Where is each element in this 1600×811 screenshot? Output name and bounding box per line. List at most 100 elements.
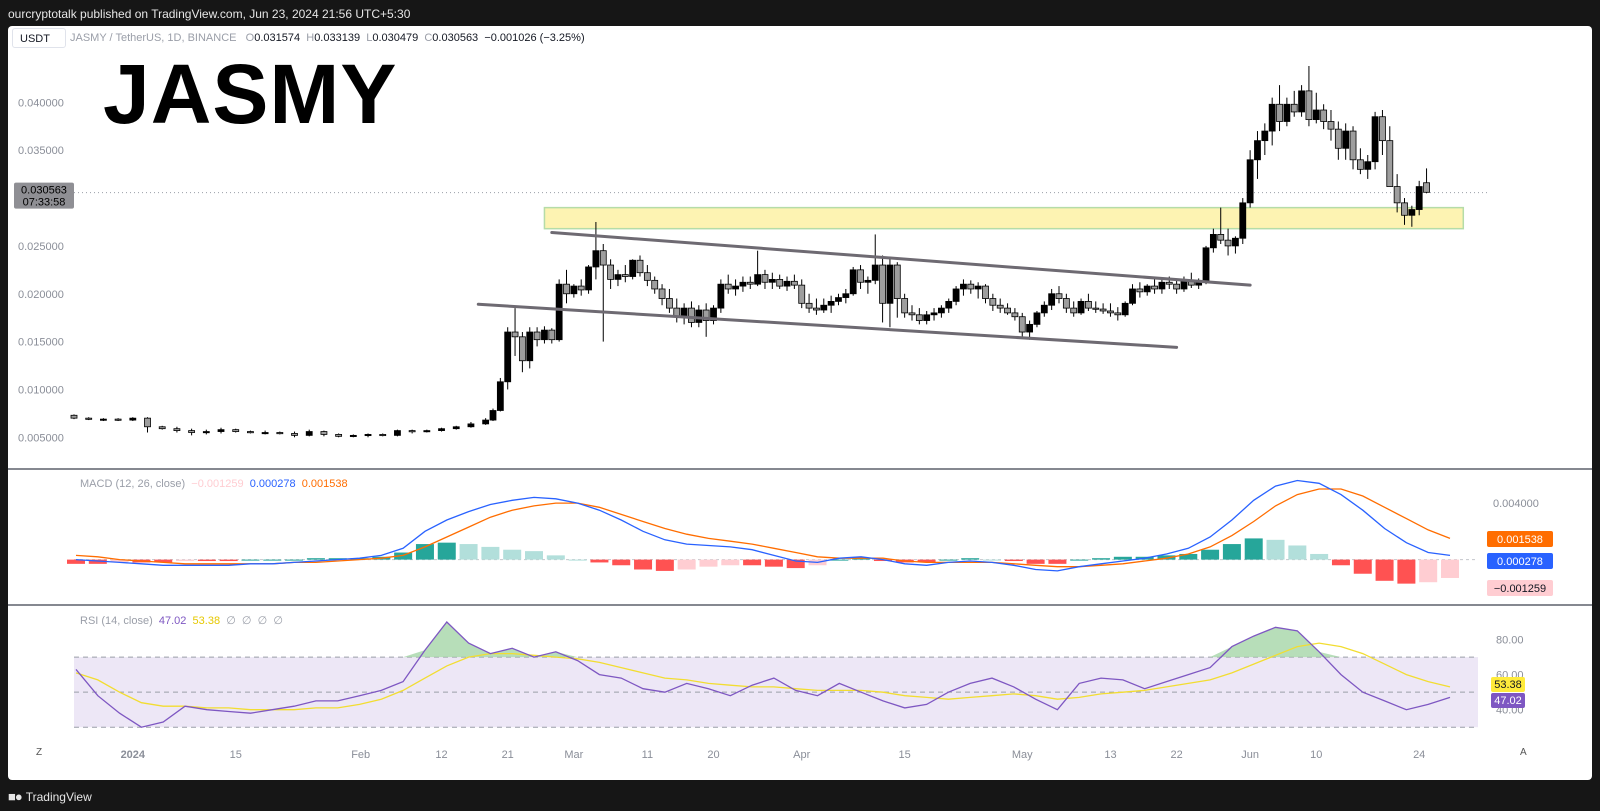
time-tick-label: 12 bbox=[435, 749, 447, 761]
candle-body bbox=[1401, 202, 1408, 216]
candle-body bbox=[599, 250, 607, 266]
macd-histogram-bar bbox=[241, 559, 260, 561]
rsi-ma-badge-text: 53.38 bbox=[1494, 679, 1522, 691]
rsi-legend: RSI (14, close) 47.02 53.38 ∅ ∅ ∅ ∅ bbox=[80, 614, 283, 627]
macd-histogram-bar bbox=[764, 559, 783, 567]
candle-body bbox=[666, 298, 673, 309]
rsi-line bbox=[75, 621, 1451, 728]
macd-histogram-bar bbox=[1419, 559, 1438, 583]
candle-body bbox=[724, 283, 732, 290]
symbol-button[interactable]: USDT bbox=[12, 28, 66, 48]
channel-lower-line bbox=[476, 302, 1179, 349]
candle-body bbox=[754, 274, 762, 285]
candle-body bbox=[1151, 285, 1158, 290]
candle-body bbox=[739, 281, 747, 287]
candle-body bbox=[1092, 307, 1100, 310]
candle-body bbox=[621, 274, 629, 277]
candle-body bbox=[996, 304, 1004, 309]
candle-body bbox=[901, 298, 909, 314]
macd-histogram-bar bbox=[176, 559, 195, 562]
candle-body bbox=[158, 426, 166, 430]
candle-body bbox=[695, 309, 703, 323]
ohlc-legend: JASMY / TetherUS, 1D, BINANCE O0.031574 … bbox=[70, 32, 585, 44]
candle-body bbox=[1085, 301, 1092, 309]
candle-body bbox=[100, 418, 107, 421]
candle-body bbox=[541, 329, 548, 341]
candle-body bbox=[923, 314, 931, 321]
candle-body bbox=[1136, 288, 1144, 293]
candle-body bbox=[518, 336, 526, 362]
candle-body bbox=[1202, 247, 1210, 283]
candle-body bbox=[636, 259, 644, 274]
candle-body bbox=[188, 430, 196, 433]
candle-body bbox=[1423, 182, 1430, 193]
macd-histogram-bar bbox=[612, 559, 631, 566]
macd-histogram-bar bbox=[1179, 553, 1198, 560]
price-tick-label: 0.020000 bbox=[18, 289, 64, 301]
candle-body bbox=[173, 428, 181, 431]
candle-body bbox=[1334, 128, 1342, 149]
bar-countdown: 07:33:58 bbox=[23, 197, 66, 209]
time-tick-label: 2024 bbox=[121, 749, 146, 761]
macd-signal-line bbox=[75, 488, 1451, 568]
log-scale-toggle[interactable]: Z bbox=[36, 747, 43, 758]
macd-histogram-bar bbox=[655, 559, 674, 571]
candle-body bbox=[570, 285, 578, 295]
close-value: 0.030563 bbox=[432, 32, 479, 44]
candle-body bbox=[592, 250, 600, 268]
macd-hist-badge bbox=[1487, 580, 1553, 596]
macd-histogram-bar bbox=[437, 542, 456, 560]
candle-body bbox=[688, 307, 695, 323]
candle-body bbox=[1364, 161, 1372, 170]
chart-canvas[interactable]: 0.040000 0.035000 0.025000 0.020000 0.015000… bbox=[8, 26, 1592, 780]
macd-histogram-bar bbox=[1266, 539, 1285, 560]
low-value: 0.030479 bbox=[372, 32, 419, 44]
macd-histogram-bar bbox=[743, 559, 762, 566]
macd-histogram-bar bbox=[634, 559, 653, 570]
candle-body bbox=[864, 279, 872, 283]
time-tick-label: 20 bbox=[707, 749, 719, 761]
macd-histogram-bar bbox=[1113, 556, 1132, 560]
candle-body bbox=[1415, 186, 1423, 210]
macd-histogram-bar bbox=[1353, 559, 1372, 574]
rsi-overbought-fill bbox=[403, 622, 534, 658]
macd-title: MACD (12, 26, close) bbox=[80, 478, 186, 490]
candle-body bbox=[1018, 316, 1026, 333]
high-value: 0.033139 bbox=[314, 32, 361, 44]
candle-body bbox=[879, 264, 886, 304]
time-tick-label: 21 bbox=[502, 749, 514, 761]
last-price-badge bbox=[14, 182, 74, 209]
tradingview-mark-icon: ■● bbox=[8, 789, 23, 804]
candle-body bbox=[1408, 209, 1416, 216]
candle-body bbox=[717, 283, 725, 309]
candle-body bbox=[835, 297, 842, 302]
price-tick-label: 0.040000 bbox=[18, 97, 64, 109]
rsi-ma-line bbox=[75, 642, 1451, 711]
candle-body bbox=[1048, 293, 1056, 306]
macd-histogram-bar bbox=[394, 552, 413, 560]
rsi-badge bbox=[1491, 693, 1525, 708]
candle-body bbox=[276, 432, 284, 435]
macd-histogram-bar bbox=[219, 559, 238, 562]
candle-body bbox=[1099, 308, 1107, 312]
candle-body bbox=[1165, 281, 1173, 285]
candle-body bbox=[842, 293, 850, 298]
candle-body bbox=[291, 433, 298, 436]
candle-body bbox=[1239, 202, 1247, 239]
candle-body bbox=[651, 279, 659, 290]
candle-body bbox=[732, 285, 739, 290]
candle-body bbox=[1268, 103, 1276, 132]
auto-scale-toggle[interactable]: A bbox=[1520, 747, 1527, 758]
publish-bar: ourcryptotalk published on TradingView.c… bbox=[0, 0, 1600, 28]
tradingview-logo[interactable]: ■● TradingView bbox=[8, 789, 92, 804]
candle-body bbox=[930, 312, 938, 316]
candle-body bbox=[1158, 281, 1166, 290]
macd-histogram-bar bbox=[873, 559, 892, 562]
candle-body bbox=[1393, 186, 1401, 204]
macd-histogram-bar bbox=[830, 559, 849, 561]
macd-line-badge-text: 0.000278 bbox=[1497, 556, 1543, 568]
macd-histogram-bar bbox=[67, 559, 85, 564]
candle-body bbox=[1386, 140, 1394, 187]
macd-histogram-bar bbox=[961, 558, 980, 560]
macd-histogram-bar bbox=[481, 546, 500, 560]
